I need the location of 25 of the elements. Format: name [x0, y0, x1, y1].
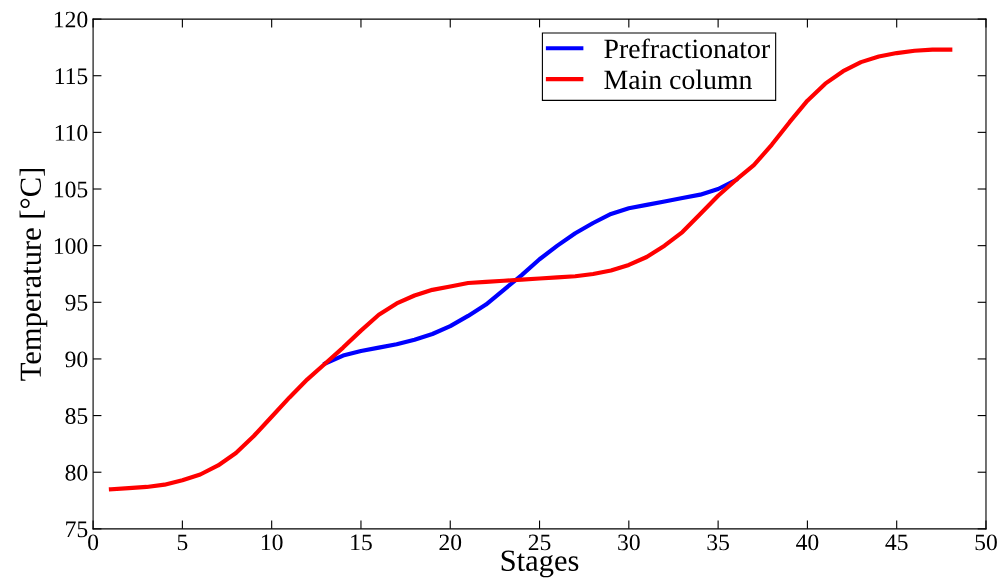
y-tick-label: 105 [54, 181, 88, 198]
x-tick-label: 50 [975, 534, 997, 551]
x-tick-label: 25 [528, 534, 551, 551]
x-tick-label: 30 [618, 534, 640, 551]
x-tick-label: 35 [707, 534, 729, 551]
y-tick-label: 110 [55, 124, 88, 141]
x-tick-label: 0 [88, 534, 99, 551]
y-tick-label: 100 [54, 238, 88, 255]
x-tick-label: 10 [261, 534, 283, 551]
x-tick-label: 5 [177, 534, 188, 551]
y-tick-label: 75 [66, 521, 88, 538]
legend-label: Prefractionator [604, 38, 770, 59]
x-tick-label: 15 [351, 534, 372, 551]
y-tick-label: 85 [65, 408, 88, 425]
x-tick-label: 40 [796, 534, 819, 551]
y-tick-label: 120 [54, 11, 88, 28]
y-tick-label: 90 [65, 351, 88, 368]
legend-label: Main column [604, 69, 752, 90]
y-axis-title: Temperature [°C] [19, 168, 48, 381]
y-tick-label: 115 [55, 68, 88, 85]
x-axis-title: Stages [501, 550, 579, 578]
y-tick-label: 95 [65, 294, 88, 311]
x-tick-label: 45 [885, 534, 908, 551]
y-tick-label: 80 [65, 464, 88, 481]
x-tick-label: 20 [439, 534, 462, 551]
